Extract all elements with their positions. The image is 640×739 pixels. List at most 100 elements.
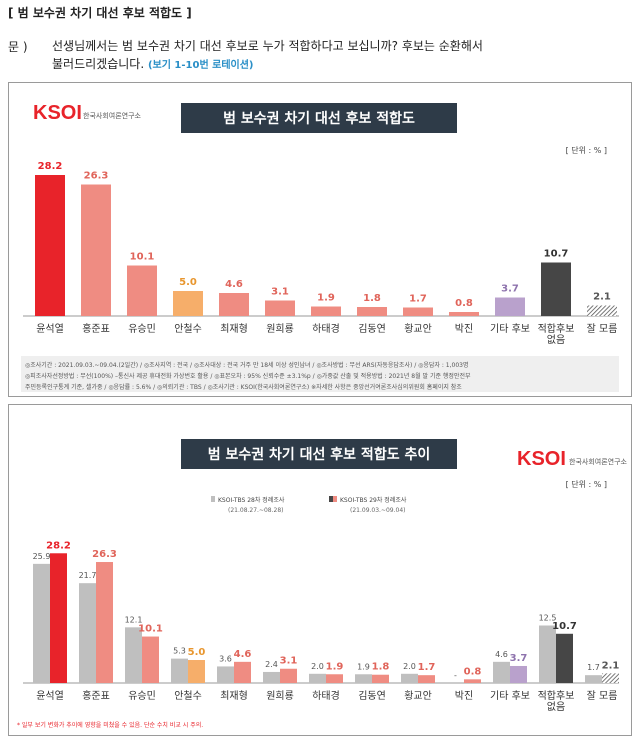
bar-29	[372, 674, 389, 683]
category-label-current: 유승민	[128, 323, 156, 335]
bar	[541, 262, 571, 316]
logo-brand: KSOI	[517, 448, 566, 470]
data-label: 26.3	[84, 171, 109, 182]
ksoi-logo: KSOI 한국사회여론연구소	[517, 448, 628, 470]
logo-org: 한국사회여론연구소	[569, 457, 628, 466]
unit-label: [ 단위 : % ]	[566, 479, 607, 489]
data-label: 1.9	[317, 293, 335, 304]
bar-29	[50, 553, 67, 683]
bar-28	[263, 671, 280, 683]
bar-28	[125, 627, 142, 683]
bar	[35, 175, 65, 316]
category-label-current: 홍준표	[82, 322, 110, 335]
bar-29	[234, 661, 251, 683]
data-label: 10.1	[130, 252, 155, 263]
data-label-28: 12.1	[125, 615, 143, 624]
data-label: 0.8	[455, 298, 473, 309]
category-label-current: 박진	[455, 323, 473, 335]
bar-29	[280, 668, 297, 683]
bar	[403, 307, 433, 316]
category-label-current: 최재형	[220, 323, 248, 335]
footnote-line-3: 주민등록인구통계 기준, 셀가중 / ◎응답률 : 5.6% / ◎의뢰기관 :…	[25, 383, 462, 391]
bar	[311, 306, 341, 316]
data-label-28: 12.5	[539, 614, 557, 623]
data-label-28: 5.3	[173, 647, 186, 656]
footnote-line-2: ◎피조사자선정방법 : 무선(100%) –통신사 제공 휴대전화 가상번호 활…	[25, 372, 471, 380]
category-label-trend: 잘 모름	[587, 690, 618, 702]
category-label-current: 황교안	[404, 323, 432, 335]
data-label-29: 28.2	[46, 540, 71, 551]
category-label-trend: 없음	[547, 700, 565, 713]
data-label-29: 4.6	[234, 649, 252, 660]
bar	[495, 297, 525, 316]
category-label-trend: 원희룡	[266, 690, 294, 702]
bar-29	[96, 562, 113, 683]
data-label-29: 26.3	[92, 549, 117, 560]
bar-29	[326, 674, 343, 683]
bar-29	[418, 675, 435, 683]
category-label-trend: 황교안	[404, 690, 432, 702]
data-label-28: 2.0	[311, 662, 324, 671]
chart-current-svg: KSOI 한국사회여론연구소 범 보수권 차기 대선 후보 적합도 [ 단위 :…	[21, 102, 619, 392]
bar-28	[585, 675, 602, 683]
unit-label: [ 단위 : % ]	[566, 145, 607, 155]
chart-panel-trend: 범 보수권 차기 대선 후보 적합도 추이 KSOI 한국사회여론연구소 [ 단…	[8, 404, 632, 736]
data-label-28: -	[454, 671, 457, 680]
bars-group: 25.928.221.726.312.110.15.3 5.03.6 4.62.4 3…	[33, 540, 620, 713]
bar	[587, 305, 617, 316]
bar-28	[217, 666, 234, 683]
data-label: 3.1	[271, 287, 289, 298]
data-label-28: 2.4	[265, 660, 278, 669]
bar-29	[602, 673, 619, 683]
bar	[173, 291, 203, 316]
bar-28	[309, 673, 326, 683]
legend-label-28: KSOI-TBS 28차 정례조사	[218, 496, 285, 504]
data-label: 2.1	[593, 292, 611, 303]
chart-title: 범 보수권 차기 대선 후보 적합도	[223, 110, 415, 127]
data-label-29: 1.8	[372, 662, 390, 673]
bar-29	[464, 679, 481, 683]
legend-label-29: KSOI-TBS 29차 정례조사	[340, 496, 407, 504]
bars-group: 28.2 26.3 10.1 5.0 4.6 3.1 1.9 1.8 1.7 0.8 3.7 10.7…	[35, 161, 617, 346]
chart-title-box	[181, 103, 457, 133]
category-label-trend: 최재형	[220, 690, 248, 702]
bar-29	[556, 633, 573, 683]
category-label-current: 하태경	[312, 322, 340, 335]
bar-28	[79, 583, 96, 683]
category-label-trend: 하태경	[312, 689, 340, 702]
page-header: [ 범 보수권 차기 대선 후보 적합도 ]	[8, 6, 192, 20]
logo-brand: KSOI	[33, 102, 82, 124]
data-label-29: 1.7	[418, 662, 436, 673]
data-label-28: 2.0	[403, 662, 416, 671]
category-label-trend: 기타 후보	[490, 690, 530, 702]
category-label-current: 잘 모름	[587, 323, 618, 335]
bar-28	[401, 673, 418, 683]
data-label-28: 3.6	[219, 654, 232, 663]
legend-swatch-29-dark	[329, 496, 333, 502]
category-label-current: 기타 후보	[490, 323, 530, 335]
category-label-current: 윤석열	[36, 323, 64, 335]
data-label: 1.8	[363, 293, 381, 304]
ksoi-logo: KSOI 한국사회여론연구소	[33, 102, 142, 124]
data-label-29: 10.7	[552, 621, 577, 632]
bar-28	[539, 625, 556, 683]
legend-period-29: (21.09.03.~09.04)	[350, 507, 406, 514]
question-line-1: 선생님께서는 범 보수권 차기 대선 후보로 누가 적합하다고 보십니까? 후보…	[52, 39, 483, 53]
bar-28	[355, 674, 372, 683]
bar-28	[493, 661, 510, 683]
category-label-current: 적합후보	[538, 323, 575, 335]
data-label: 5.0	[179, 277, 197, 288]
data-label-29: 0.8	[464, 666, 482, 677]
data-label-29: 5.0	[188, 647, 206, 658]
legend: KSOI-TBS 28차 정례조사 (21.08.27.~08.28) KSOI…	[211, 496, 407, 514]
legend-period-28: (21.08.27.~08.28)	[228, 507, 284, 514]
data-label-29: 3.1	[280, 656, 298, 667]
legend-swatch-29-light	[333, 496, 337, 502]
bar	[265, 300, 295, 316]
data-label-28: 1.7	[587, 663, 600, 672]
data-label-29: 10.1	[138, 624, 163, 635]
logo-org: 한국사회여론연구소	[83, 111, 142, 120]
data-label-28: 1.9	[357, 662, 370, 671]
chart-title: 범 보수권 차기 대선 후보 적합도 추이	[208, 446, 430, 463]
category-label-current: 안철수	[174, 323, 202, 335]
